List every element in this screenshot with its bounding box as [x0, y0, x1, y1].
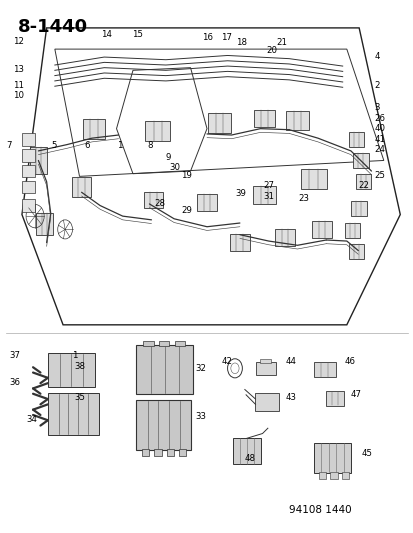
Bar [143, 341, 153, 346]
Text: 46: 46 [344, 358, 355, 367]
Text: 20: 20 [266, 46, 277, 55]
Bar [344, 223, 359, 238]
Text: 38: 38 [74, 362, 85, 370]
FancyBboxPatch shape [254, 393, 278, 411]
FancyBboxPatch shape [300, 169, 327, 189]
FancyBboxPatch shape [207, 114, 230, 133]
Text: 4: 4 [374, 52, 380, 61]
Text: 1: 1 [72, 351, 77, 360]
Text: 34: 34 [26, 415, 38, 424]
Bar [260, 359, 270, 363]
Text: 47: 47 [349, 390, 360, 399]
FancyBboxPatch shape [143, 192, 163, 208]
Bar [174, 341, 184, 346]
Text: 41: 41 [374, 135, 385, 144]
Text: 10: 10 [13, 91, 24, 100]
Text: 32: 32 [195, 364, 206, 373]
Text: 31: 31 [263, 192, 274, 201]
Text: 15: 15 [132, 30, 143, 39]
FancyBboxPatch shape [36, 214, 53, 235]
Text: 36: 36 [9, 377, 20, 386]
Text: 24: 24 [374, 146, 385, 155]
Text: 8-1440: 8-1440 [18, 18, 88, 36]
Bar [348, 132, 363, 147]
Text: 26: 26 [374, 114, 385, 123]
Text: 25: 25 [374, 171, 385, 180]
FancyBboxPatch shape [145, 121, 170, 141]
Text: 11: 11 [13, 80, 24, 90]
Text: 39: 39 [235, 189, 245, 198]
FancyBboxPatch shape [254, 110, 274, 126]
Text: 44: 44 [285, 358, 296, 367]
Bar [355, 174, 370, 189]
FancyBboxPatch shape [253, 185, 275, 204]
Text: 35: 35 [74, 393, 85, 402]
FancyBboxPatch shape [313, 442, 351, 473]
Bar [330, 472, 337, 479]
Text: 17: 17 [221, 33, 232, 42]
Bar [21, 149, 35, 161]
Text: 21: 21 [275, 38, 286, 47]
Text: 8: 8 [147, 141, 152, 150]
FancyBboxPatch shape [48, 393, 99, 434]
Text: 40: 40 [374, 124, 385, 133]
Text: 45: 45 [360, 449, 371, 458]
Text: 2: 2 [374, 80, 380, 90]
Text: 18: 18 [236, 38, 247, 47]
Bar [348, 244, 363, 259]
Text: 94108 1440: 94108 1440 [289, 505, 351, 515]
Text: 33: 33 [195, 411, 206, 421]
Bar [352, 153, 368, 168]
FancyBboxPatch shape [83, 118, 105, 139]
FancyBboxPatch shape [136, 400, 191, 450]
Text: 19: 19 [181, 171, 192, 180]
Bar [318, 472, 325, 479]
Bar [21, 199, 35, 212]
Text: 9: 9 [165, 153, 170, 162]
Text: 6: 6 [84, 141, 90, 150]
Text: 22: 22 [358, 181, 368, 190]
FancyBboxPatch shape [30, 147, 47, 174]
FancyBboxPatch shape [325, 391, 343, 406]
FancyBboxPatch shape [275, 229, 294, 246]
Bar [154, 449, 161, 456]
Text: 5: 5 [51, 141, 57, 150]
Text: 12: 12 [13, 37, 24, 46]
Text: 13: 13 [13, 64, 24, 74]
FancyBboxPatch shape [48, 353, 95, 387]
FancyBboxPatch shape [229, 234, 249, 251]
Bar [21, 133, 35, 146]
Text: 16: 16 [202, 33, 213, 42]
Text: 30: 30 [169, 164, 180, 172]
Bar [142, 449, 149, 456]
Text: 27: 27 [263, 181, 274, 190]
Text: 3: 3 [374, 103, 380, 112]
Text: 29: 29 [181, 206, 192, 215]
Text: 7: 7 [6, 141, 12, 150]
Bar [21, 181, 35, 193]
Bar [341, 472, 349, 479]
FancyBboxPatch shape [255, 362, 276, 375]
Bar [21, 165, 35, 177]
FancyBboxPatch shape [196, 195, 217, 212]
Text: 37: 37 [9, 351, 20, 360]
Text: 23: 23 [298, 194, 309, 203]
Text: 48: 48 [244, 454, 255, 463]
FancyBboxPatch shape [313, 362, 335, 377]
Text: 43: 43 [285, 393, 296, 402]
Text: 28: 28 [154, 199, 165, 208]
Bar [178, 449, 186, 456]
FancyBboxPatch shape [233, 438, 260, 464]
FancyBboxPatch shape [71, 177, 91, 197]
Bar [159, 341, 169, 346]
Text: 14: 14 [101, 30, 112, 39]
Text: 42: 42 [221, 358, 232, 367]
Bar [166, 449, 174, 456]
FancyBboxPatch shape [311, 221, 331, 238]
Text: 1: 1 [117, 141, 122, 150]
FancyBboxPatch shape [285, 111, 308, 130]
FancyBboxPatch shape [136, 345, 193, 394]
Bar [350, 201, 366, 216]
